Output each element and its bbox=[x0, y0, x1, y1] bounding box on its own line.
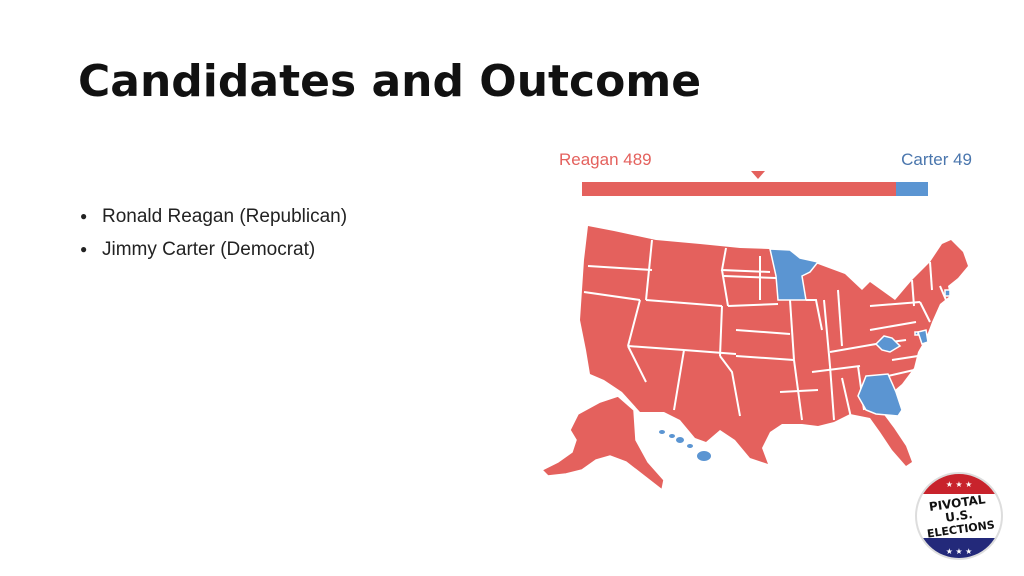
state-border-line bbox=[645, 299, 723, 307]
state-border-line bbox=[869, 321, 917, 331]
reagan-bar-segment bbox=[582, 182, 897, 196]
carter-state-minnesota bbox=[769, 248, 820, 301]
state-border-line bbox=[719, 355, 741, 417]
hawaii-island bbox=[697, 451, 711, 461]
state-border-line bbox=[720, 247, 771, 273]
hawaii-island bbox=[676, 437, 684, 443]
state-border-line bbox=[645, 239, 653, 301]
carter-state-georgia bbox=[857, 373, 903, 417]
state-border-line bbox=[627, 345, 685, 351]
hawaii-island bbox=[687, 444, 693, 448]
list-item: ● Jimmy Carter (Democrat) bbox=[80, 233, 347, 266]
reagan-electoral-label: Reagan 489 bbox=[559, 150, 652, 169]
state-border-line bbox=[919, 301, 931, 323]
carter-state-rhode-island bbox=[944, 289, 951, 297]
logo-bottom-stars: ★ ★ ★ bbox=[946, 547, 973, 556]
state-border-line bbox=[789, 299, 795, 361]
logo-top-stars: ★ ★ ★ bbox=[946, 480, 973, 489]
state-border-line bbox=[627, 345, 647, 383]
slide-title: Candidates and Outcome bbox=[78, 56, 702, 107]
state-border-line bbox=[735, 329, 791, 335]
state-border-line bbox=[911, 279, 915, 307]
carter-state-district-of-columbia bbox=[914, 331, 919, 336]
state-border-line bbox=[735, 355, 795, 361]
state-border-line bbox=[829, 343, 877, 353]
candidate-list: ● Ronald Reagan (Republican) ● Jimmy Carte… bbox=[80, 200, 347, 266]
state-border-line bbox=[823, 299, 831, 367]
electoral-vote-bar bbox=[582, 182, 928, 196]
carter-bar-segment bbox=[896, 182, 928, 196]
alaska bbox=[540, 395, 665, 492]
hawaii bbox=[659, 430, 711, 461]
carter-state-west-virginia bbox=[874, 335, 902, 353]
state-border-line bbox=[583, 291, 641, 301]
bullet-icon: ● bbox=[80, 209, 88, 223]
state-border-line bbox=[811, 365, 861, 373]
state-border-line bbox=[929, 261, 933, 291]
state-border-line bbox=[887, 369, 915, 377]
state-border-line bbox=[891, 355, 919, 361]
candidate-carter: Jimmy Carter (Democrat) bbox=[102, 239, 316, 260]
state-border-line bbox=[841, 377, 853, 423]
mainland-states bbox=[580, 226, 968, 466]
state-border-line bbox=[793, 359, 803, 421]
pivotal-elections-logo: ★ ★ ★ PIVOTAL U.S. ELECTIONS ★ ★ ★ bbox=[915, 472, 1003, 560]
carter-electoral-label: Carter 49 bbox=[901, 150, 972, 169]
candidate-reagan: Ronald Reagan (Republican) bbox=[102, 206, 348, 227]
majority-marker-icon bbox=[751, 171, 765, 179]
state-border-line bbox=[721, 269, 729, 307]
state-border-line bbox=[727, 303, 779, 307]
carter-states bbox=[769, 248, 951, 417]
state-border-line bbox=[806, 299, 823, 331]
hawaii-island bbox=[669, 434, 675, 438]
carter-state-maryland bbox=[917, 329, 929, 345]
state-border-line bbox=[683, 349, 737, 355]
state-border-line bbox=[719, 305, 723, 357]
state-border-line bbox=[723, 275, 777, 279]
state-border-line bbox=[673, 349, 685, 411]
alaska-state bbox=[540, 395, 665, 492]
logo-line2: U.S. bbox=[944, 507, 973, 525]
bullet-icon: ● bbox=[80, 242, 88, 256]
state-border-line bbox=[587, 265, 653, 271]
hawaii-island bbox=[659, 430, 665, 434]
state-borders bbox=[583, 239, 947, 423]
state-border-line bbox=[837, 289, 843, 347]
state-border-line bbox=[627, 299, 641, 347]
list-item: ● Ronald Reagan (Republican) bbox=[80, 200, 347, 233]
state-border-line bbox=[779, 389, 819, 393]
state-border-line bbox=[939, 285, 947, 301]
state-border-line bbox=[829, 365, 835, 421]
state-border-line bbox=[869, 301, 921, 307]
